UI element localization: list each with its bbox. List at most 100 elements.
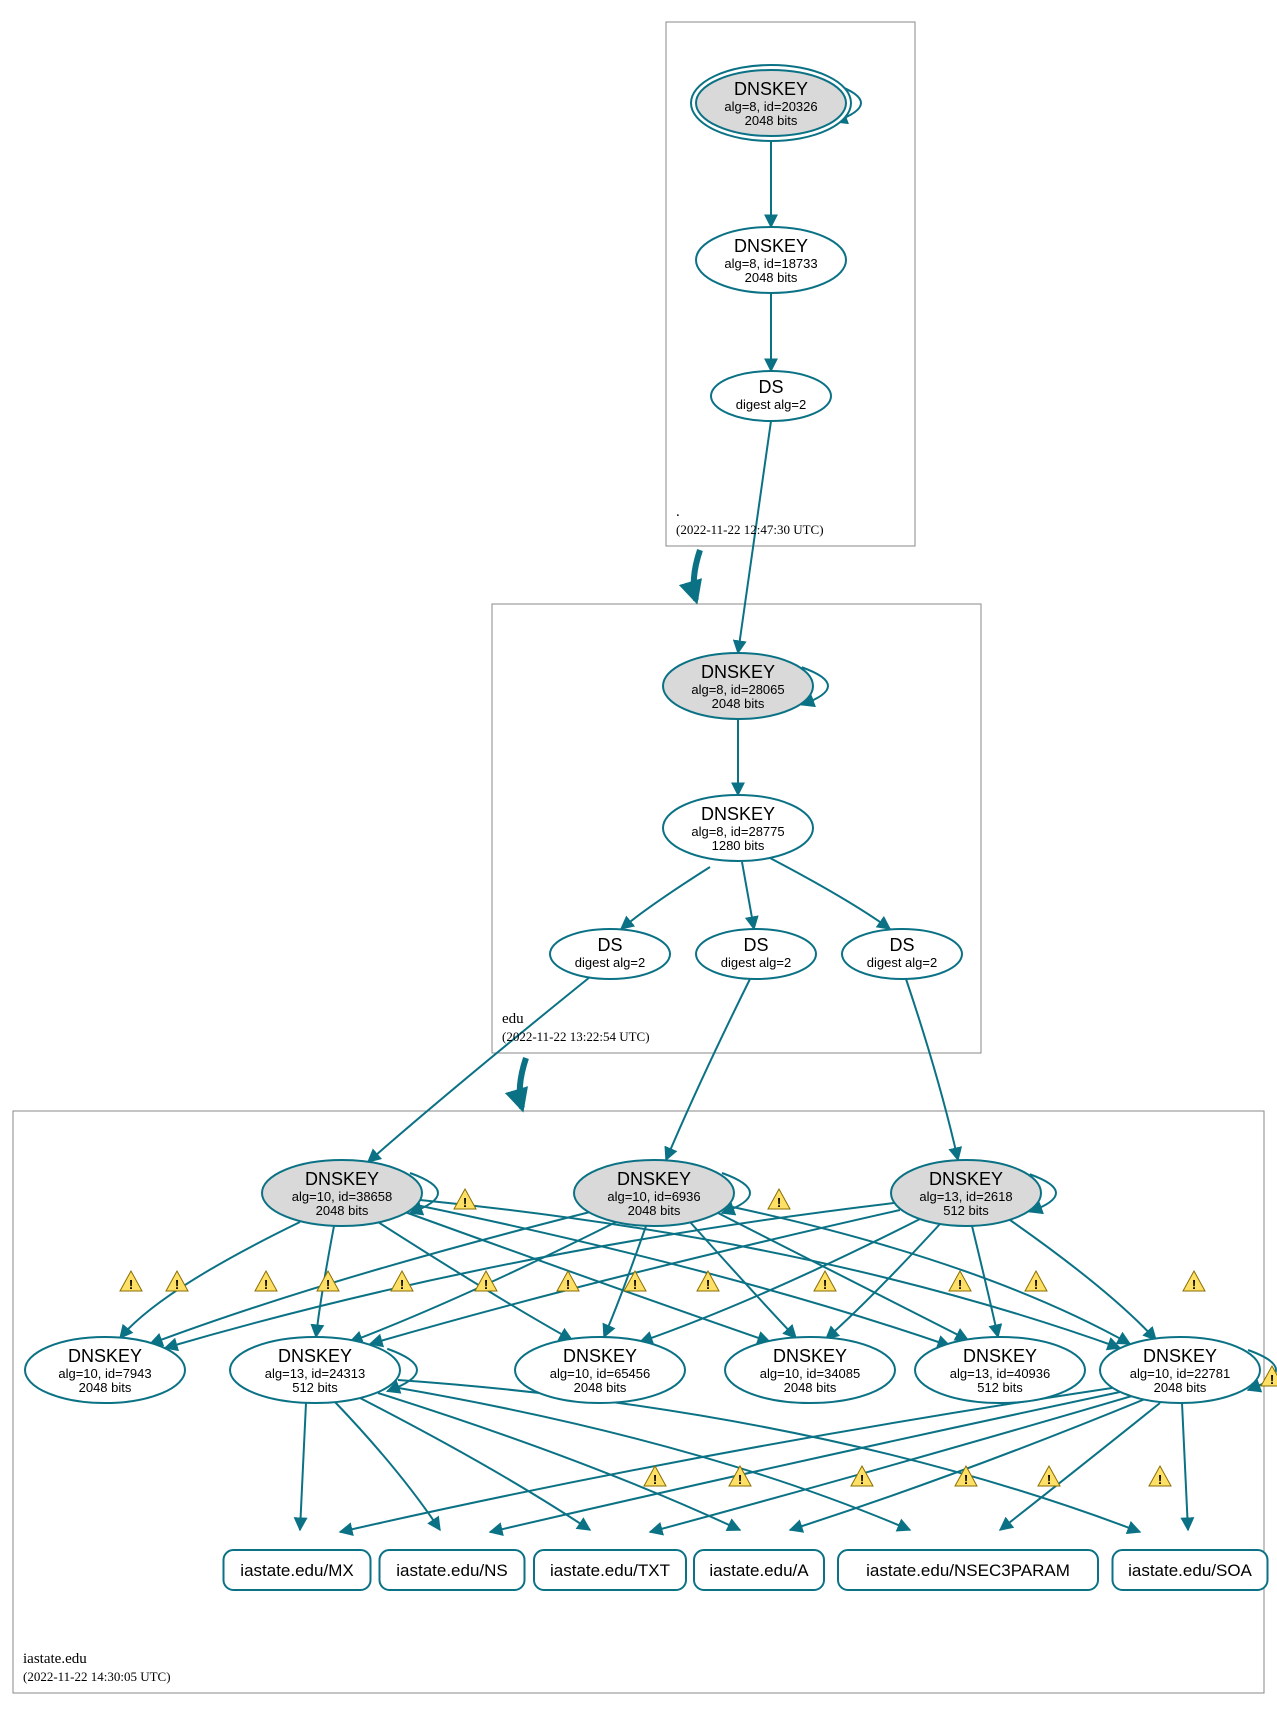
node-sub: digest alg=2	[736, 397, 806, 412]
rrset-label: iastate.edu/MX	[240, 1561, 353, 1580]
warning-icon: !	[768, 1189, 790, 1210]
warning-icon: !	[1149, 1466, 1171, 1487]
node-sub: alg=13, id=40936	[950, 1366, 1050, 1381]
node-sub: alg=13, id=2618	[919, 1189, 1012, 1204]
dnssec-diagram: DNSKEYalg=8, id=203262048 bitsDNSKEYalg=…	[0, 0, 1277, 1721]
svg-text:!: !	[1270, 1372, 1274, 1387]
warning-icon: !	[697, 1271, 719, 1292]
edge	[906, 979, 958, 1160]
svg-text:!: !	[484, 1277, 488, 1292]
node-bits: 2048 bits	[1154, 1380, 1207, 1395]
svg-text:!: !	[463, 1195, 467, 1210]
node-title: DNSKEY	[773, 1346, 847, 1366]
svg-text:!: !	[964, 1472, 968, 1487]
warning-icon: !	[814, 1271, 836, 1292]
node-ia_zsk2: DNSKEYalg=13, id=24313512 bits	[230, 1337, 400, 1403]
warning-icon: !	[644, 1466, 666, 1487]
svg-text:!: !	[633, 1277, 637, 1292]
rrset-label: iastate.edu/NS	[396, 1561, 508, 1580]
rrset-label: iastate.edu/TXT	[550, 1561, 670, 1580]
edge	[742, 862, 754, 929]
node-sub: digest alg=2	[575, 955, 645, 970]
node-edu_ds3: DSdigest alg=2	[842, 929, 962, 979]
node-title: DNSKEY	[701, 804, 775, 824]
warning-icon: !	[454, 1189, 476, 1210]
edge	[420, 1200, 1120, 1348]
zone-label-iastate: iastate.edu	[23, 1651, 87, 1667]
edge	[416, 1205, 950, 1346]
rrset-label: iastate.edu/SOA	[1128, 1561, 1252, 1580]
warning-icon: !	[1261, 1366, 1277, 1387]
node-bits: 2048 bits	[79, 1380, 132, 1395]
node-bits: 2048 bits	[745, 270, 798, 285]
edge	[826, 1224, 940, 1339]
svg-text:!: !	[1192, 1277, 1196, 1292]
node-sub: alg=8, id=18733	[724, 256, 817, 271]
svg-text:!: !	[777, 1195, 781, 1210]
node-title: DNSKEY	[929, 1169, 1003, 1189]
node-title: DNSKEY	[68, 1346, 142, 1366]
edge	[300, 1403, 306, 1530]
node-edu_ds2: DSdigest alg=2	[696, 929, 816, 979]
svg-text:!: !	[706, 1277, 710, 1292]
svg-text:!: !	[1034, 1277, 1038, 1292]
edge	[335, 1402, 440, 1530]
node-sub: alg=10, id=7943	[58, 1366, 151, 1381]
node-title: DNSKEY	[701, 662, 775, 682]
zone-label-root: .	[676, 504, 680, 520]
edge	[405, 1212, 770, 1342]
edge	[120, 1222, 300, 1338]
warning-icon: !	[255, 1271, 277, 1292]
node-sub: digest alg=2	[721, 955, 791, 970]
node-bits: 512 bits	[292, 1380, 338, 1395]
node-sub: alg=10, id=38658	[292, 1189, 392, 1204]
warning-icon: !	[120, 1271, 142, 1292]
edge	[398, 1380, 1140, 1532]
svg-text:!: !	[1047, 1472, 1051, 1487]
warning-icon: !	[391, 1271, 413, 1292]
node-title: DS	[889, 935, 914, 955]
node-sub: alg=8, id=28775	[691, 824, 784, 839]
svg-text:!: !	[738, 1472, 742, 1487]
node-sub: alg=10, id=6936	[607, 1189, 700, 1204]
svg-text:!: !	[860, 1472, 864, 1487]
edge	[738, 421, 771, 653]
node-title: DS	[597, 935, 622, 955]
node-bits: 2048 bits	[784, 1380, 837, 1395]
node-ia_zsk1: DNSKEYalg=10, id=79432048 bits	[25, 1337, 185, 1403]
svg-text:!: !	[326, 1277, 330, 1292]
warning-icon: !	[166, 1271, 188, 1292]
edge	[1182, 1403, 1188, 1530]
svg-text:!: !	[129, 1277, 133, 1292]
node-ia_zsk3: DNSKEYalg=10, id=654562048 bits	[515, 1337, 685, 1403]
svg-text:!: !	[175, 1277, 179, 1292]
node-bits: 2048 bits	[745, 113, 798, 128]
edge	[770, 858, 890, 929]
edge	[150, 1212, 590, 1344]
rrset-label: iastate.edu/NSEC3PARAM	[866, 1561, 1070, 1580]
edge	[666, 979, 750, 1160]
zone-delegation-arrow	[520, 1058, 526, 1108]
node-title: DNSKEY	[1143, 1346, 1217, 1366]
node-sub: alg=8, id=28065	[691, 682, 784, 697]
zone-timestamp-iastate: (2022-11-22 14:30:05 UTC)	[23, 1669, 171, 1684]
node-title: DNSKEY	[734, 79, 808, 99]
node-bits: 512 bits	[977, 1380, 1023, 1395]
svg-text:!: !	[400, 1277, 404, 1292]
edge	[360, 1398, 590, 1530]
edge	[621, 867, 710, 929]
node-ia_ksk3: DNSKEYalg=13, id=2618512 bits	[891, 1160, 1041, 1226]
zone-label-edu: edu	[502, 1011, 524, 1027]
rrset-label: iastate.edu/A	[709, 1561, 809, 1580]
svg-text:!: !	[823, 1277, 827, 1292]
node-title: DNSKEY	[617, 1169, 691, 1189]
svg-text:!: !	[1158, 1472, 1162, 1487]
node-title: DNSKEY	[563, 1346, 637, 1366]
node-ia_zsk5: DNSKEYalg=13, id=40936512 bits	[915, 1337, 1085, 1403]
node-title: DS	[743, 935, 768, 955]
node-sub: alg=10, id=22781	[1130, 1366, 1230, 1381]
node-ia_ksk1: DNSKEYalg=10, id=386582048 bits	[262, 1160, 422, 1226]
edge	[368, 977, 590, 1162]
node-ia_ksk2: DNSKEYalg=10, id=69362048 bits	[574, 1160, 734, 1226]
node-sub: alg=13, id=24313	[265, 1366, 365, 1381]
